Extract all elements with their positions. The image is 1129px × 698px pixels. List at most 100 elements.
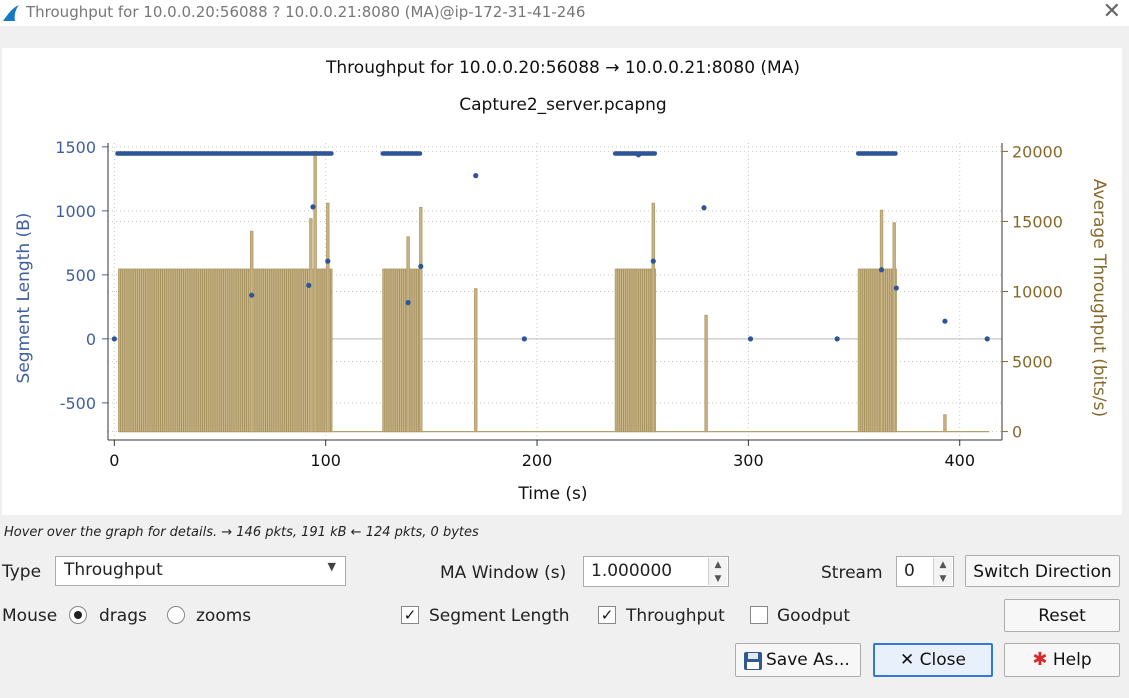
y2-tick-label: 5000 (1012, 353, 1053, 372)
segment-point (652, 151, 658, 156)
segment-point (249, 292, 255, 298)
y2-tick-label: 15000 (1012, 212, 1063, 231)
throughput-spike (326, 202, 330, 433)
help-label: Help (1052, 650, 1092, 670)
switch-direction-button[interactable]: Switch Direction (965, 555, 1120, 587)
up-arrow-icon[interactable]: ▲ (714, 560, 722, 570)
type-select-value: Throughput (64, 560, 163, 580)
chart-axes: 0 100 200 300 400-50005001000150005000100001… (55, 138, 1063, 470)
throughput-spike (313, 150, 317, 433)
throughput-spike (651, 202, 655, 433)
segment-point (405, 300, 411, 306)
segment-point (325, 258, 331, 264)
stream-label: Stream (821, 563, 883, 583)
segment-point (942, 318, 948, 324)
ma-window-value: 1.000000 (591, 561, 673, 581)
segment-point (650, 258, 656, 264)
ma-window-stepper[interactable]: ▲ ▼ (708, 558, 727, 585)
throughput-spike (309, 218, 313, 433)
segment-point (893, 285, 899, 291)
throughput-label[interactable]: Throughput (626, 606, 725, 626)
segment-point (747, 336, 754, 342)
goodput-checkbox[interactable] (750, 606, 768, 624)
segment-point (834, 336, 840, 342)
help-button[interactable]: ✱ Help (1004, 643, 1120, 677)
stream-stepper[interactable]: ▲ ▼ (933, 558, 952, 585)
segment-point (878, 267, 885, 273)
segment-point (701, 205, 707, 211)
up-arrow-icon[interactable]: ▲ (939, 560, 947, 570)
right-axis-label: Average Throughput (bits/s) (1089, 179, 1109, 417)
chart-subtitle: Capture2_server.pcapng (459, 95, 666, 115)
segment-length-checkbox[interactable]: ✓ (401, 606, 419, 624)
throughput-spike (704, 314, 708, 433)
chevron-down-icon: ▼ (327, 560, 336, 573)
zooms-label[interactable]: zooms (196, 606, 252, 626)
y2-tick-label: 0 (1012, 423, 1022, 442)
chart-title: Throughput for 10.0.0.20:56088 → 10.0.0.… (325, 58, 800, 78)
down-arrow-icon[interactable]: ▼ (939, 573, 947, 584)
drags-label[interactable]: drags (99, 606, 147, 626)
throughput-chart[interactable]: 0 100 200 300 400-50005001000150005000100001… (2, 48, 1122, 515)
wireshark-fin-icon (2, 4, 20, 26)
type-label: Type (2, 562, 42, 582)
segment-length-series (111, 151, 990, 342)
ma-window-label: MA Window (s) (440, 563, 567, 583)
y-tick-label: 500 (65, 266, 96, 285)
x-tick-label: 200 (522, 451, 553, 470)
x-axis-label: Time (s) (517, 484, 587, 504)
down-arrow-icon[interactable]: ▼ (714, 573, 722, 584)
save-as-label: Save As... (766, 650, 850, 670)
close-label: Close (919, 650, 966, 670)
save-as-button[interactable]: Save As... (735, 643, 861, 677)
goodput-label[interactable]: Goodput (777, 606, 850, 626)
y-tick-label: -500 (60, 394, 96, 413)
x-tick-label: 300 (733, 451, 764, 470)
segment-point (310, 204, 316, 210)
stream-spinbox[interactable]: 0 ▲ ▼ (896, 556, 954, 587)
segment-point (111, 336, 117, 342)
throughput-spike (879, 209, 884, 433)
throughput-checkbox[interactable]: ✓ (598, 606, 616, 624)
mouse-label: Mouse (2, 606, 58, 626)
close-button[interactable]: ✕ Close (873, 643, 993, 677)
close-x-icon: ✕ (900, 650, 915, 670)
zooms-radio[interactable] (167, 606, 185, 624)
segment-point (893, 151, 898, 156)
window-title: Throughput for 10.0.0.20:56088 ? 10.0.0.… (26, 3, 586, 21)
y2-tick-label: 10000 (1012, 283, 1063, 302)
y2-tick-label: 20000 (1012, 142, 1063, 161)
x-tick-label: 0 (109, 451, 119, 470)
throughput-spike (474, 288, 478, 433)
segment-point (635, 152, 642, 158)
throughput-spike (943, 414, 947, 433)
stream-value: 0 (904, 561, 915, 581)
segment-point (329, 151, 334, 156)
segment-point (306, 282, 312, 288)
floppy-disk-icon (743, 650, 763, 682)
throughput-spike (892, 222, 896, 433)
segment-point (984, 336, 990, 342)
throughput-spike (250, 230, 254, 433)
lifebuoy-icon: ✱ (1032, 649, 1048, 670)
drags-radio[interactable] (69, 606, 87, 624)
throughput-spike (419, 206, 423, 433)
segment-point (417, 151, 423, 156)
segment-point (473, 173, 479, 179)
window-titlebar: Throughput for 10.0.0.20:56088 ? 10.0.0.… (0, 0, 1129, 26)
x-tick-label: 400 (944, 451, 975, 470)
throughput-series (118, 150, 990, 433)
status-hint: Hover over the graph for details. → 146 … (4, 525, 479, 540)
left-axis-label: Segment Length (B) (14, 213, 34, 384)
window-close-icon[interactable]: ✕ (1102, 0, 1121, 24)
throughput-spike (406, 236, 410, 433)
y-tick-label: 1500 (55, 138, 96, 157)
ma-window-spinbox[interactable]: 1.000000 ▲ ▼ (583, 556, 729, 587)
plot-area[interactable]: 0 100 200 300 400 -500 0 500 1000 1500 0 5000 10000 1… (2, 48, 1122, 515)
x-tick-label: 100 (310, 451, 341, 470)
y-tick-label: 0 (86, 330, 96, 349)
segment-length-label[interactable]: Segment Length (429, 606, 570, 626)
segment-point (418, 263, 424, 270)
type-select[interactable]: Throughput ▼ (55, 556, 346, 586)
reset-button[interactable]: Reset (1004, 599, 1120, 632)
